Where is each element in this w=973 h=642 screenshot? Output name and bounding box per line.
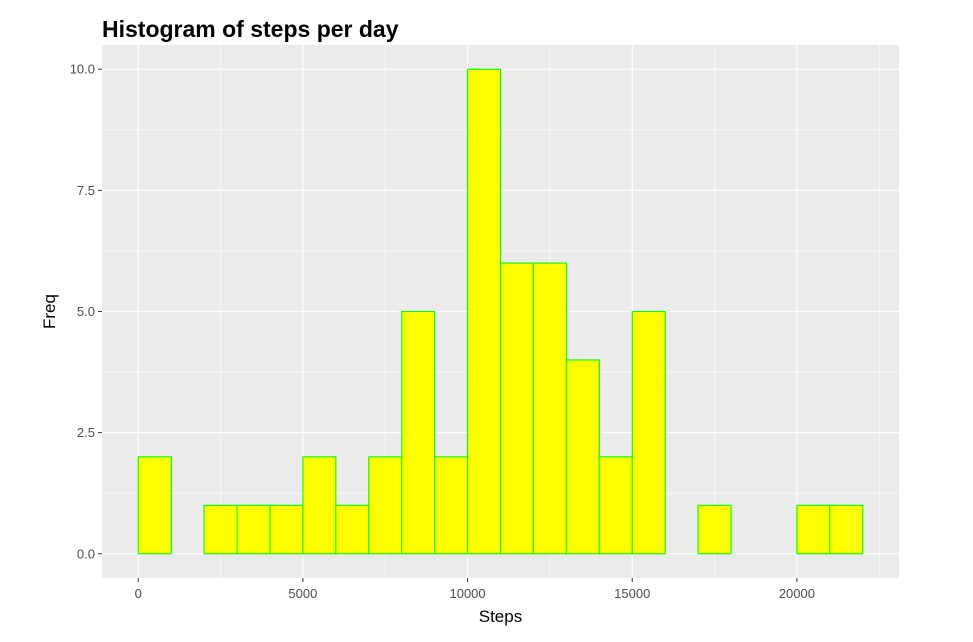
histogram-bar [236,504,271,555]
y-tick-label: 10.0 [70,62,95,77]
histogram-bar [269,504,304,555]
y-axis-label: Freq [40,294,59,329]
histogram-bar [829,504,864,555]
x-axis-ticks: 0 5000 10000 15000 20000 [135,578,815,601]
chart-title: Histogram of steps per day [102,16,399,42]
histogram-bar [499,262,534,555]
histogram-bar [565,359,600,555]
histogram-bar [302,456,337,555]
y-axis-ticks: 0.0 2.5 5.0 7.5 10.0 [70,62,102,561]
x-axis-label: Steps [479,607,522,626]
histogram-bar [401,310,436,555]
x-tick-label: 0 [135,586,142,601]
histogram-bars [137,68,864,555]
histogram-bar [137,456,172,555]
histogram-bar [697,504,732,555]
x-tick-label: 15000 [614,586,650,601]
histogram-bar [467,68,502,555]
x-tick-label: 20000 [779,586,815,601]
y-tick-label: 0.0 [77,546,95,561]
y-tick-label: 2.5 [77,425,95,440]
histogram-bar [532,262,567,555]
histogram-bar [434,456,469,555]
histogram-bar [631,310,666,555]
x-tick-label: 10000 [449,586,485,601]
histogram-bar [203,504,238,555]
histogram-bar [796,504,831,555]
y-tick-label: 5.0 [77,304,95,319]
histogram-bar [335,504,370,555]
y-tick-label: 7.5 [77,183,95,198]
histogram-bar [598,456,633,555]
x-tick-label: 5000 [288,586,317,601]
histogram-bar [368,456,403,555]
